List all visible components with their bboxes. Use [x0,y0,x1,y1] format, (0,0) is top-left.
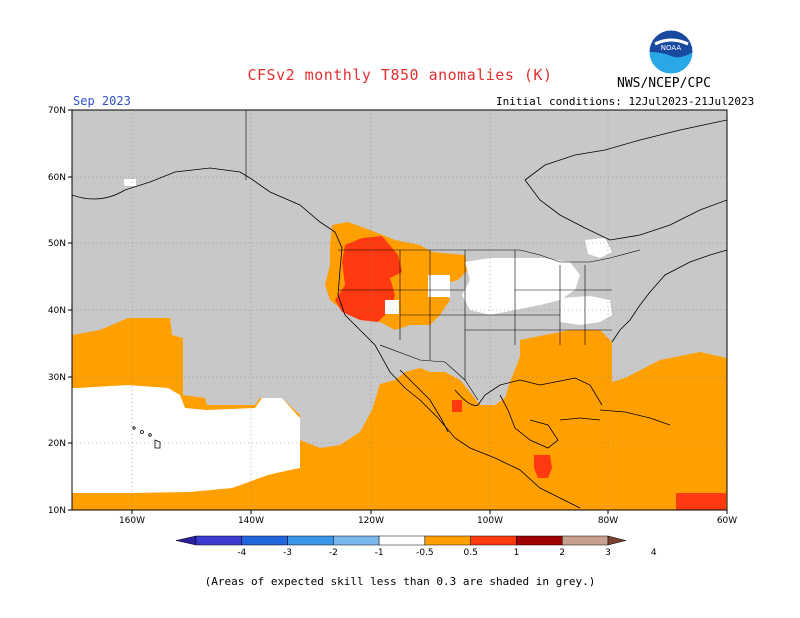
lat-tick-label: 40N [48,306,66,316]
central-america-hot-patch [534,455,552,478]
lat-tick-label: 30N [48,373,66,383]
great-lakes-neutral-region [585,238,612,258]
lon-tick-label: 80W [598,516,618,526]
nevada-neutral-patch [385,300,399,314]
legend-label: -3 [283,548,292,558]
agency-label: NWS/NCEP/CPC [617,76,711,91]
latitude-ticks: 70N 60N 50N 40N 30N 20N 10N [48,106,72,516]
southeast-warm-region [520,330,612,385]
legend-swatch [516,535,563,546]
central-us-neutral-region [462,258,580,315]
legend-label: 3 [605,548,611,558]
forecast-month: Sep 2023 [73,94,131,108]
lon-tick-label: 160W [119,516,145,526]
hawaii-islands [132,426,161,449]
legend-swatch [287,535,334,546]
legend-label: -0.5 [416,548,434,558]
lon-tick-label: 120W [358,516,384,526]
map-title: CFSv2 monthly T850 anomalies (K) [247,66,553,84]
pacific-neutral-region [72,385,300,493]
noaa-logo: NOAA [648,29,694,75]
graticule [72,110,727,510]
caribbean-hot-patch [676,493,726,510]
legend-swatch [378,535,426,546]
longitude-ticks: 160W 140W 120W 100W 80W 60W [119,510,737,526]
lon-tick-label: 60W [717,516,737,526]
svg-text:NOAA: NOAA [661,44,682,52]
utah-neutral-patch [428,275,450,297]
legend-label: -1 [375,548,384,558]
legend-arrow-high [607,535,627,546]
coastlines [72,119,727,509]
canada-neutral-patch [124,179,136,186]
ohio-valley-neutral-region [560,296,612,325]
legend-swatch [470,535,517,546]
lat-tick-label: 70N [48,106,66,116]
legend-label: 2 [559,548,565,558]
legend-swatch [241,535,288,546]
legend-label: -4 [237,548,246,558]
lat-tick-label: 10N [48,506,66,516]
skill-footnote: (Areas of expected skill less than 0.3 a… [204,575,596,588]
gulf-hot-patch [452,400,462,412]
map-area [72,110,727,510]
legend-swatch [424,535,471,546]
legend-label: 0.5 [464,548,478,558]
political-borders [245,110,641,401]
legend-swatch [333,535,380,546]
legend-swatch [195,535,243,546]
legend-label: 1 [514,548,520,558]
lat-tick-label: 20N [48,439,66,449]
legend-arrow-low [175,535,197,546]
legend-label: 4 [651,548,657,558]
legend-swatch [561,535,609,546]
color-legend: -4 -3 -2 -1 -0.5 0.5 1 2 3 4 [175,535,657,558]
lat-tick-label: 50N [48,239,66,249]
lat-tick-label: 60N [48,173,66,183]
initial-conditions: Initial conditions: 12Jul2023-21Jul2023 [496,95,755,108]
legend-label: -2 [329,548,338,558]
lon-tick-label: 140W [238,516,264,526]
lon-tick-label: 100W [477,516,503,526]
